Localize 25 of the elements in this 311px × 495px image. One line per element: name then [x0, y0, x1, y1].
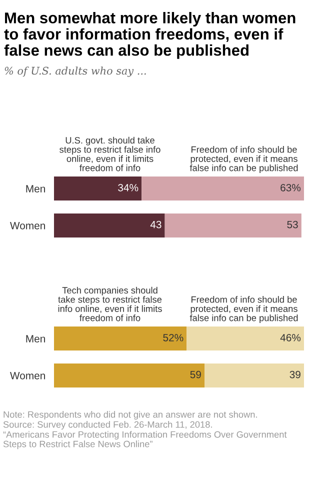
y-tick-label: Women	[10, 222, 45, 230]
text: Note: Respondents who did not give an answer are not shown.	[4, 411, 257, 420]
data-label: 63%	[280, 184, 301, 192]
data-label: 52%	[163, 334, 184, 342]
data-label: 34%	[118, 184, 138, 192]
series-label: Freedom of info should be protected, even if it means false info can be published	[190, 146, 298, 173]
chart-title: Men somewhat more likely than women to favor information freedoms, even if false news can also be published	[4, 12, 296, 59]
chart-subtitle: % of U.S. adults who say ...	[4, 66, 146, 77]
bar	[142, 176, 304, 201]
y-tick-label: Men	[26, 185, 45, 192]
bar	[54, 213, 165, 238]
data-label: 46%	[280, 334, 301, 342]
text: “Americans Favor Protecting Information Freedoms Over Government Steps to Restrict False News Online”	[3, 431, 287, 450]
data-label: 59	[190, 370, 201, 378]
bar	[164, 213, 302, 238]
y-tick-label: Men	[26, 335, 45, 342]
series-label: U.S. govt. should take steps to restrict false info online, even if it limits freedom of info	[60, 136, 160, 172]
series-label: Tech companies should take steps to restrict false info online, even if it limits freedom of info	[58, 286, 162, 322]
series-label: Freedom of info should be protected, even if it means false info can be published	[190, 296, 298, 323]
data-label: 53	[287, 220, 298, 228]
data-label: 43	[150, 220, 162, 228]
data-label: 39	[290, 370, 300, 378]
bar	[54, 176, 142, 201]
source-note: Source: Survey conducted Feb. 26-March 11, 2018.	[3, 421, 212, 430]
y-tick-label: Women	[10, 372, 45, 380]
